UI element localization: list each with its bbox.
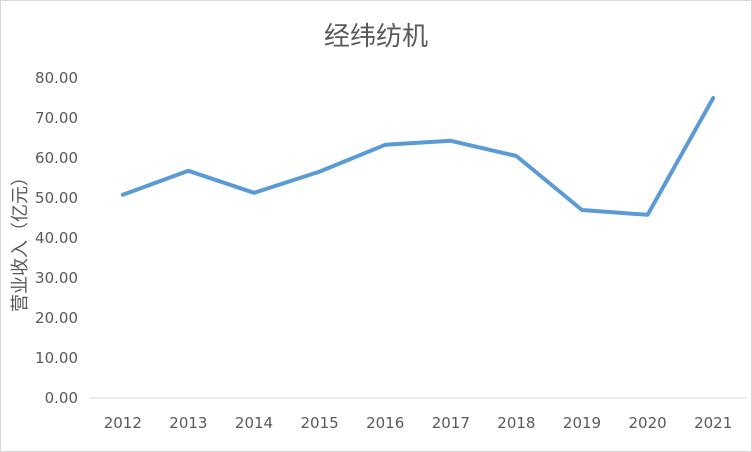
x-tick-label: 2018	[497, 414, 535, 432]
y-tick-label: 40.00	[35, 229, 78, 247]
y-tick-label: 80.00	[35, 69, 78, 87]
series-line	[120, 96, 716, 217]
y-axis-ticks: 0.00 10.00 20.00 30.00 40.00 50.00 60.00 70.00 8…	[35, 69, 78, 407]
x-tick-label: 2021	[694, 414, 732, 432]
x-tick-label: 2016	[366, 414, 404, 432]
y-axis-label: 营业收入（亿元）	[10, 168, 31, 312]
y-tick-label: 60.00	[35, 149, 78, 167]
y-tick-label: 30.00	[35, 269, 78, 287]
y-tick-label: 10.00	[35, 349, 78, 367]
y-tick-label: 70.00	[35, 109, 78, 127]
x-axis-ticks: 2012 2013 2014 2015 2016 2017 2018 2019 2020 2021	[104, 414, 733, 432]
x-tick-label: 2013	[169, 414, 207, 432]
x-tick-label: 2015	[301, 414, 339, 432]
y-tick-label: 20.00	[35, 309, 78, 327]
chart-title: 经纬纺机	[324, 22, 428, 52]
x-tick-label: 2012	[104, 414, 142, 432]
y-tick-label: 50.00	[35, 189, 78, 207]
y-tick-label: 0.00	[45, 389, 78, 407]
x-tick-label: 2017	[432, 414, 470, 432]
x-tick-label: 2020	[629, 414, 667, 432]
x-tick-label: 2014	[235, 414, 273, 432]
x-tick-label: 2019	[563, 414, 601, 432]
